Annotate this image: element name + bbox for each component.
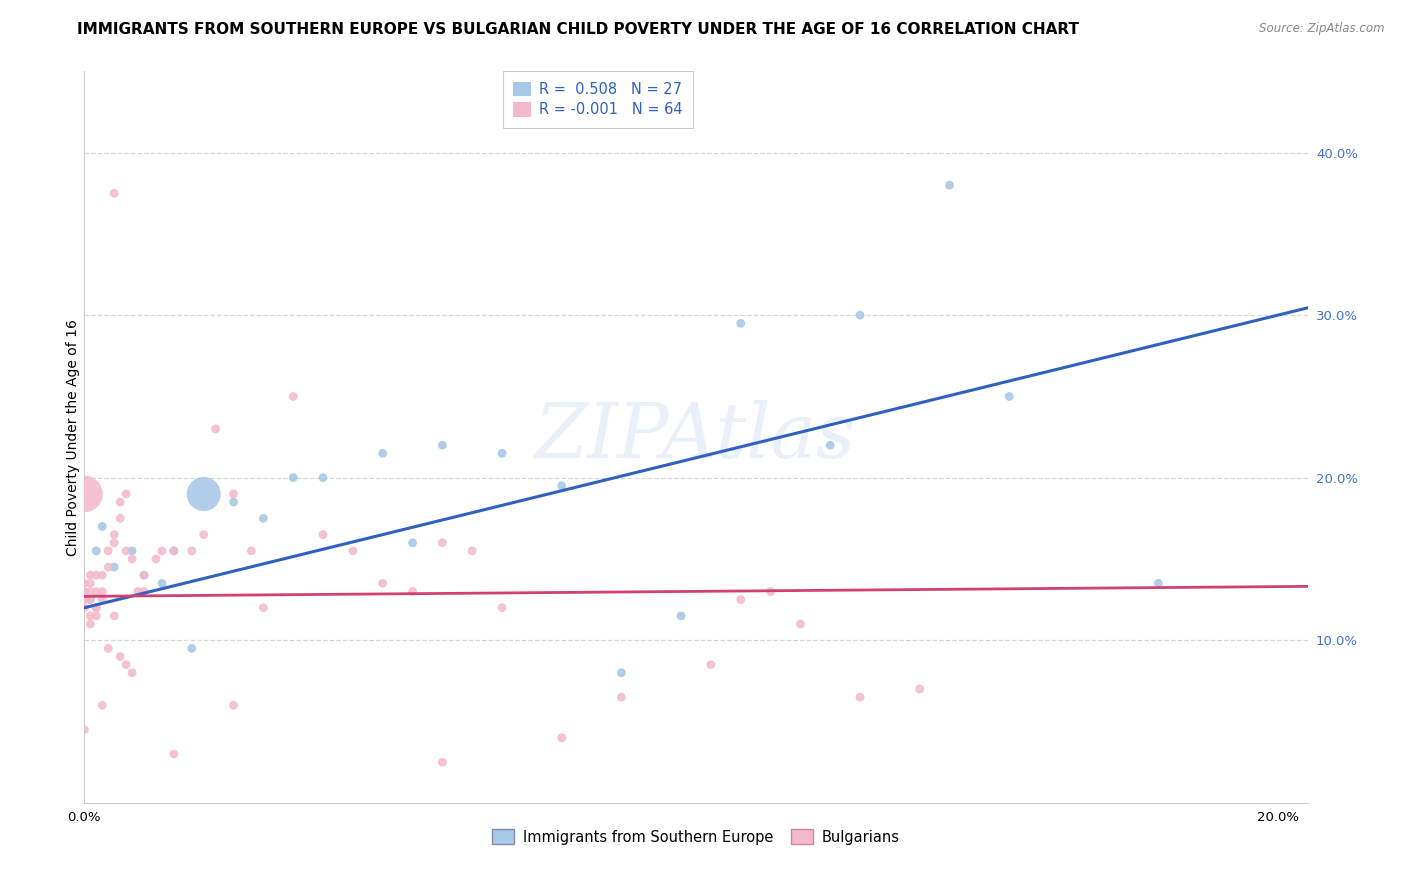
Point [312, 471, 335, 485]
Point [103, 608, 125, 623]
Point [132, 584, 155, 599]
Point [432, 755, 454, 769]
Point [432, 438, 454, 452]
Point [849, 308, 872, 322]
Legend: Immigrants from Southern Europe, Bulgarians: Immigrants from Southern Europe, Bulgari… [486, 823, 905, 850]
Point [84, 584, 107, 599]
Point [252, 511, 274, 525]
Point [610, 665, 633, 680]
Text: ZIPAtlas: ZIPAtlas [536, 401, 856, 474]
Point [79, 608, 101, 623]
Point [103, 560, 125, 574]
Point [938, 178, 960, 193]
Point [84, 544, 107, 558]
Point [193, 527, 215, 541]
Point [115, 544, 138, 558]
Point [789, 617, 811, 632]
Point [180, 641, 202, 656]
Point [79, 576, 101, 591]
Point [163, 747, 186, 761]
Point [121, 665, 143, 680]
Point [115, 657, 138, 672]
Point [551, 731, 574, 745]
Point [700, 657, 723, 672]
Point [73, 592, 96, 607]
Point [342, 544, 364, 558]
Point [730, 592, 752, 607]
Point [730, 316, 752, 330]
Point [91, 519, 114, 533]
Point [91, 568, 114, 582]
Point [204, 422, 226, 436]
Point [127, 584, 149, 599]
Point [252, 600, 274, 615]
Point [818, 438, 841, 452]
Point [91, 698, 114, 713]
Point [759, 584, 782, 599]
Point [84, 600, 107, 615]
Point [84, 568, 107, 582]
Point [491, 600, 513, 615]
Point [180, 544, 202, 558]
Point [222, 495, 245, 509]
Point [610, 690, 633, 705]
Point [108, 495, 131, 509]
Point [163, 544, 186, 558]
Point [108, 511, 131, 525]
Text: IMMIGRANTS FROM SOUTHERN EUROPE VS BULGARIAN CHILD POVERTY UNDER THE AGE OF 16 C: IMMIGRANTS FROM SOUTHERN EUROPE VS BULGA… [77, 22, 1080, 37]
Point [108, 649, 131, 664]
Point [115, 487, 138, 501]
Point [79, 584, 101, 599]
Point [145, 552, 167, 566]
Point [97, 641, 120, 656]
Point [73, 584, 96, 599]
Point [150, 576, 173, 591]
Point [121, 544, 143, 558]
Point [84, 600, 107, 615]
Point [79, 592, 101, 607]
Point [84, 608, 107, 623]
Point [283, 471, 305, 485]
Point [371, 576, 394, 591]
Point [401, 535, 423, 549]
Point [371, 446, 394, 460]
Point [79, 592, 101, 607]
Point [132, 568, 155, 582]
Point [132, 568, 155, 582]
Point [73, 600, 96, 615]
Point [551, 479, 574, 493]
Point [103, 527, 125, 541]
Point [103, 186, 125, 201]
Point [491, 446, 513, 460]
Point [73, 487, 96, 501]
Point [849, 690, 872, 705]
Point [461, 544, 484, 558]
Point [283, 389, 305, 403]
Point [908, 681, 931, 696]
Point [312, 527, 335, 541]
Point [432, 535, 454, 549]
Point [1147, 576, 1170, 591]
Point [79, 617, 101, 632]
Point [91, 592, 114, 607]
Point [669, 608, 692, 623]
Y-axis label: Child Poverty Under the Age of 16: Child Poverty Under the Age of 16 [66, 318, 80, 556]
Point [222, 698, 245, 713]
Point [73, 576, 96, 591]
Point [222, 487, 245, 501]
Point [150, 544, 173, 558]
Text: Source: ZipAtlas.com: Source: ZipAtlas.com [1260, 22, 1385, 36]
Point [103, 535, 125, 549]
Point [79, 568, 101, 582]
Point [998, 389, 1021, 403]
Point [163, 544, 186, 558]
Point [193, 487, 215, 501]
Point [240, 544, 263, 558]
Point [73, 723, 96, 737]
Point [121, 552, 143, 566]
Point [401, 584, 423, 599]
Point [97, 544, 120, 558]
Point [91, 584, 114, 599]
Point [97, 560, 120, 574]
